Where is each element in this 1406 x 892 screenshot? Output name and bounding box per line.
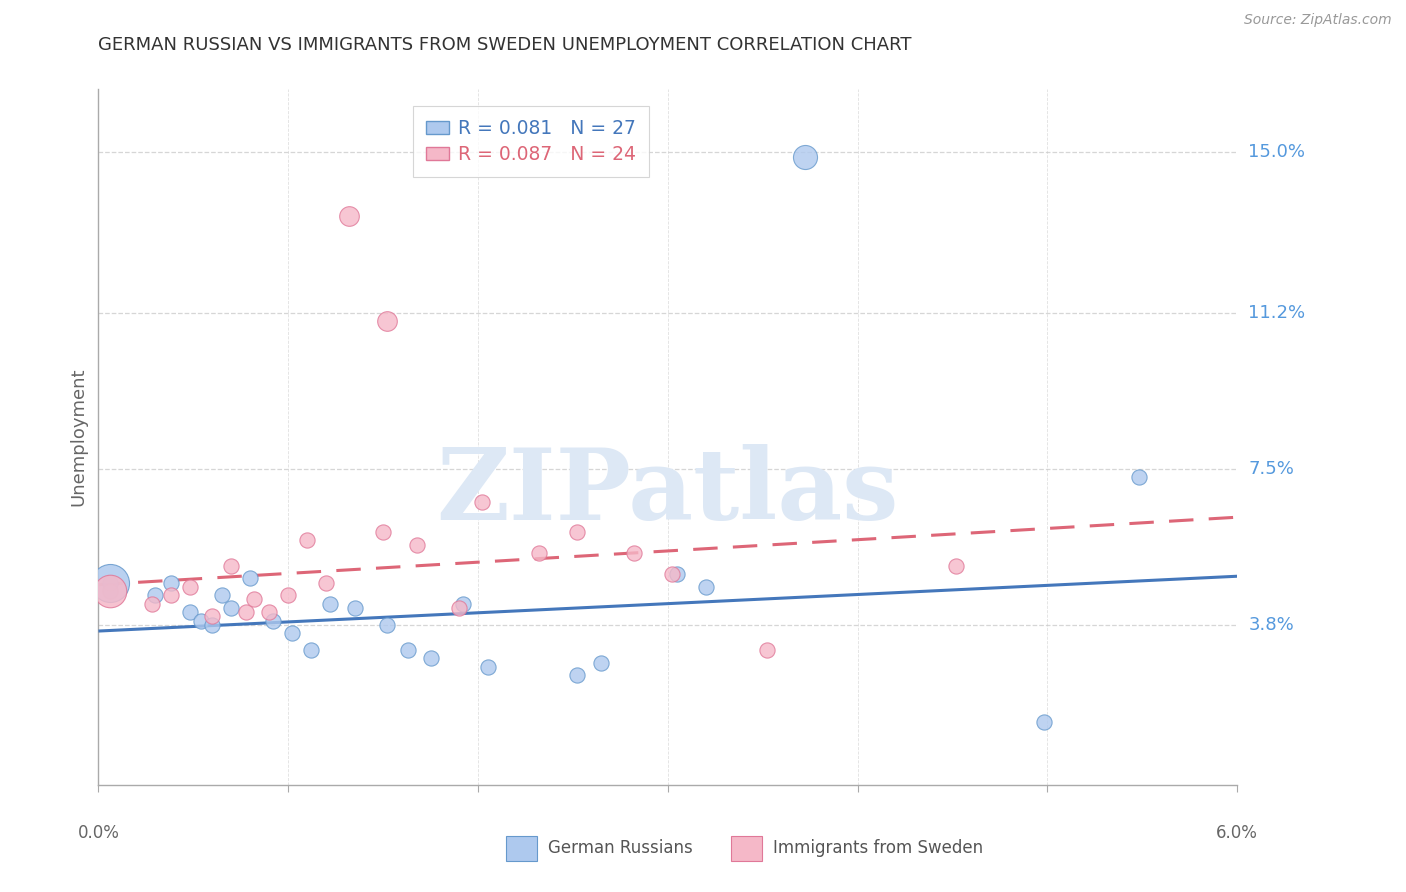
Point xyxy=(98,584,121,599)
Point xyxy=(419,651,441,665)
Text: Source: ZipAtlas.com: Source: ZipAtlas.com xyxy=(1244,13,1392,28)
Point xyxy=(375,617,398,632)
Point xyxy=(1128,470,1150,484)
Point xyxy=(297,533,319,548)
Point xyxy=(755,643,778,657)
Point xyxy=(239,571,262,585)
Point xyxy=(262,614,284,628)
Point xyxy=(406,538,429,552)
Point xyxy=(277,588,299,602)
Point xyxy=(179,580,201,594)
Point xyxy=(159,588,181,602)
Point xyxy=(375,314,398,328)
Point xyxy=(243,592,266,607)
Point xyxy=(565,668,588,682)
Text: 11.2%: 11.2% xyxy=(1249,303,1306,322)
Text: 6.0%: 6.0% xyxy=(1216,824,1258,842)
Point xyxy=(179,605,201,619)
Point xyxy=(299,643,322,657)
Text: 0.0%: 0.0% xyxy=(77,824,120,842)
Point xyxy=(695,580,717,594)
Text: 7.5%: 7.5% xyxy=(1249,459,1295,478)
Point xyxy=(371,524,394,539)
Point xyxy=(527,546,550,560)
Point xyxy=(159,575,181,590)
Point xyxy=(190,614,212,628)
Point xyxy=(145,588,166,602)
Point xyxy=(201,617,224,632)
Point xyxy=(396,643,419,657)
Point xyxy=(623,546,645,560)
Point xyxy=(945,558,967,573)
Point xyxy=(319,597,342,611)
Text: 15.0%: 15.0% xyxy=(1249,144,1305,161)
Point xyxy=(281,626,304,640)
Point xyxy=(477,660,499,674)
Text: Immigrants from Sweden: Immigrants from Sweden xyxy=(773,839,983,857)
Point xyxy=(471,495,494,509)
Point xyxy=(1032,714,1054,729)
Point xyxy=(98,575,121,590)
Point xyxy=(591,656,613,670)
Text: ZIPatlas: ZIPatlas xyxy=(437,444,898,541)
Point xyxy=(661,567,683,582)
Legend: R = 0.081   N = 27, R = 0.087   N = 24: R = 0.081 N = 27, R = 0.087 N = 24 xyxy=(413,105,650,178)
Point xyxy=(235,605,257,619)
Point xyxy=(451,597,474,611)
Point xyxy=(565,524,588,539)
Point xyxy=(666,567,689,582)
Point xyxy=(211,588,233,602)
Y-axis label: Unemployment: Unemployment xyxy=(69,368,87,507)
Point xyxy=(315,575,337,590)
Text: German Russians: German Russians xyxy=(548,839,693,857)
Point xyxy=(343,600,366,615)
Text: 3.8%: 3.8% xyxy=(1249,615,1294,633)
Point xyxy=(447,600,470,615)
Point xyxy=(201,609,224,624)
Point xyxy=(219,558,243,573)
Point xyxy=(98,584,121,599)
Point xyxy=(793,150,815,164)
Point xyxy=(98,575,121,590)
Point xyxy=(337,209,360,223)
Point xyxy=(141,597,163,611)
Point xyxy=(259,605,281,619)
Text: GERMAN RUSSIAN VS IMMIGRANTS FROM SWEDEN UNEMPLOYMENT CORRELATION CHART: GERMAN RUSSIAN VS IMMIGRANTS FROM SWEDEN… xyxy=(98,36,912,54)
Point xyxy=(219,600,243,615)
